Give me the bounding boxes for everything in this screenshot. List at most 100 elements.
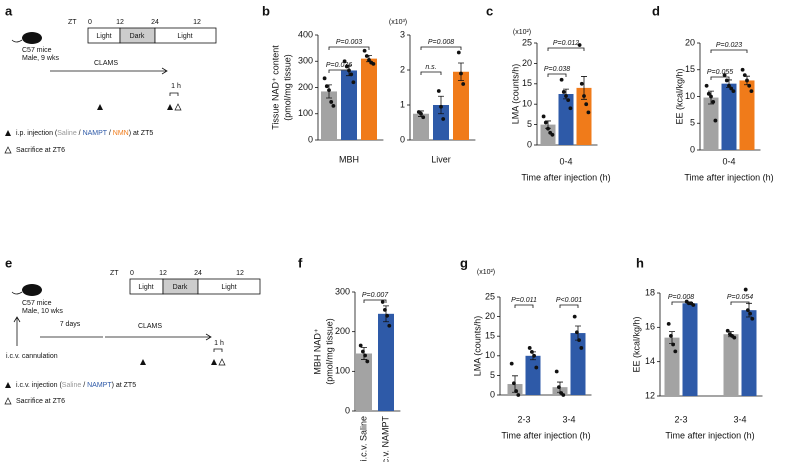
y-axis-label: (pmol/mg tissue) bbox=[324, 318, 334, 385]
data-point bbox=[584, 102, 589, 107]
zt-tick: 12 bbox=[236, 270, 244, 277]
data-point bbox=[671, 342, 675, 347]
cannulation: i.c.v. cannulation bbox=[6, 353, 58, 360]
data-point bbox=[516, 393, 521, 397]
bar bbox=[576, 87, 592, 145]
bar bbox=[723, 334, 739, 396]
data-point bbox=[706, 91, 711, 96]
light-phase bbox=[154, 27, 217, 44]
data-point bbox=[459, 71, 463, 76]
x-axis-label: Time after injection (h) bbox=[501, 430, 590, 440]
bar bbox=[525, 355, 541, 395]
panel-label: h bbox=[636, 255, 644, 270]
data-point bbox=[436, 89, 441, 93]
bar bbox=[570, 333, 586, 395]
x-axis-label: Time after injection (h) bbox=[521, 172, 610, 182]
data-point bbox=[732, 335, 737, 340]
significance-bracket bbox=[328, 46, 370, 50]
data-point bbox=[572, 314, 577, 319]
data-point bbox=[709, 94, 713, 99]
data-point bbox=[724, 78, 729, 83]
data-point bbox=[713, 118, 718, 123]
data-point bbox=[729, 86, 734, 91]
protocol: CLAMS bbox=[138, 323, 162, 330]
sacrifice-marker bbox=[174, 103, 182, 111]
data-point bbox=[747, 83, 752, 88]
x-tick-label: i.c.v. NAMPT bbox=[380, 416, 390, 462]
protocol: CLAMS bbox=[94, 60, 118, 67]
injection-marker bbox=[97, 104, 103, 110]
p-value: P<0.001 bbox=[556, 297, 582, 304]
data-point bbox=[342, 59, 347, 64]
p-value: n.s. bbox=[425, 64, 436, 71]
data-point bbox=[361, 349, 365, 354]
schematic-a: a C57 mice Male, 9 wks ZT 0 12 24 12 Lig… bbox=[4, 3, 217, 154]
x-axis-label: Time after injection (h) bbox=[665, 430, 754, 440]
mouse-tail bbox=[11, 291, 23, 295]
data-point bbox=[387, 323, 392, 328]
data-point bbox=[745, 78, 749, 83]
p-value: P=0.055 bbox=[707, 69, 733, 76]
p-value: P=0.023 bbox=[716, 42, 742, 49]
zt-tick: 12 bbox=[193, 19, 201, 26]
phase: Light bbox=[177, 33, 192, 40]
data-point bbox=[419, 111, 423, 116]
data-point bbox=[365, 359, 370, 364]
phase: Light bbox=[221, 284, 236, 291]
x-axis-label: Time after injection (h) bbox=[684, 172, 773, 182]
phase: Dark bbox=[173, 284, 188, 291]
error-bar bbox=[361, 347, 367, 360]
panel-label: a bbox=[5, 3, 13, 18]
injection-marker bbox=[167, 104, 173, 110]
y-tick-label: 15 bbox=[685, 64, 695, 74]
mouse-tail bbox=[11, 39, 23, 43]
legend-injection: i.c.v. injection (Saline / NAMPT) at ZT5 bbox=[16, 382, 136, 389]
bar bbox=[741, 310, 757, 396]
x-tick-label: 2-3 bbox=[674, 414, 687, 424]
zt-tick: 12 bbox=[116, 19, 124, 26]
data-point bbox=[421, 115, 426, 120]
x-tick-label: 3-4 bbox=[733, 414, 746, 424]
significance-bracket bbox=[420, 46, 462, 50]
interval: 1 h bbox=[214, 340, 224, 347]
bracket bbox=[169, 92, 179, 96]
data-point bbox=[731, 89, 736, 94]
data-point bbox=[512, 381, 516, 386]
data-point bbox=[577, 338, 581, 343]
data-point bbox=[329, 100, 334, 104]
data-point bbox=[666, 322, 671, 326]
data-point bbox=[691, 303, 696, 307]
y-axis-label: MBH NAD⁺ bbox=[312, 328, 322, 375]
y-tick-label: 5 bbox=[490, 370, 495, 380]
significance-bracket bbox=[710, 76, 730, 80]
data-point bbox=[559, 77, 564, 82]
y-tick-label: 20 bbox=[522, 58, 532, 68]
zt-tick: 0 bbox=[130, 270, 134, 277]
wait: 7 days bbox=[60, 321, 81, 328]
significance-bracket bbox=[559, 304, 579, 308]
bracket bbox=[213, 348, 223, 352]
p-value: P=0.038 bbox=[544, 66, 570, 73]
data-point bbox=[582, 94, 586, 98]
x-tick-label: Liver bbox=[431, 154, 451, 164]
data-point bbox=[561, 393, 566, 397]
x-tick-label: i.c.v. Saline bbox=[358, 416, 368, 461]
bar bbox=[361, 58, 377, 140]
y-tick-label: 5 bbox=[527, 119, 532, 129]
data-point bbox=[344, 64, 349, 69]
panel-label: c bbox=[486, 3, 493, 18]
bar bbox=[721, 83, 737, 150]
schematic-e: e C57 mice Male, 10 wks ZT 0 12 24 12 Li… bbox=[4, 255, 261, 405]
zt-tick: 24 bbox=[151, 19, 159, 26]
cannulation-arrow bbox=[13, 316, 21, 346]
data-point bbox=[327, 88, 331, 93]
significance-bracket bbox=[710, 49, 748, 53]
sacrifice-marker bbox=[4, 397, 12, 405]
y-tick-label: 15 bbox=[522, 78, 532, 88]
bar bbox=[664, 337, 680, 396]
y-tick-label: 2 bbox=[400, 64, 405, 74]
phase: Light bbox=[138, 284, 153, 291]
y-tick-label: 12 bbox=[645, 390, 655, 400]
y-tick-label: 400 bbox=[298, 29, 313, 39]
subject: Male, 10 wks bbox=[22, 308, 63, 315]
